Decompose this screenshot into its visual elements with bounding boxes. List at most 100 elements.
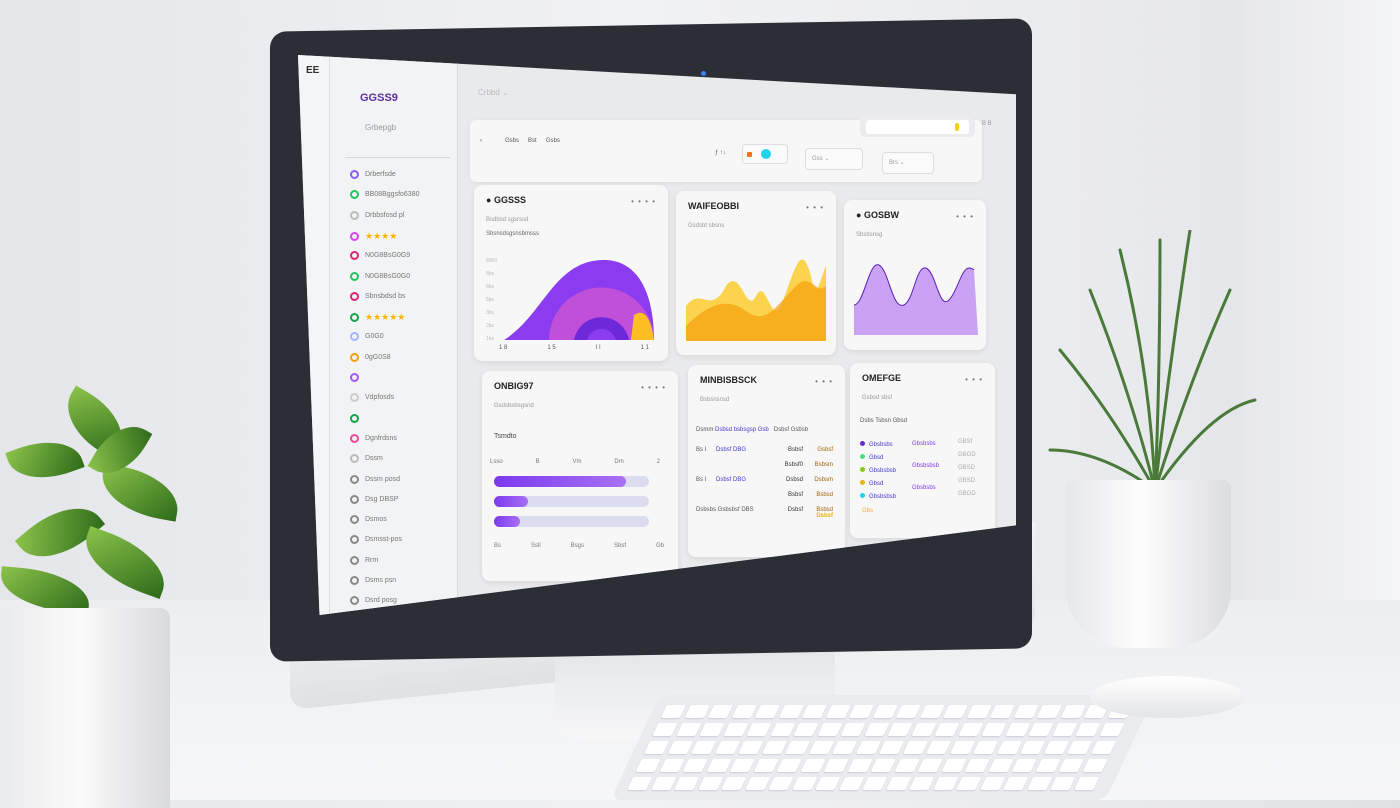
keyboard-key [761,741,787,754]
sidebar-item-icon [350,210,359,220]
sidebar-item[interactable]: ★★★★★ [350,312,405,323]
list-item-label: Gbsbsbsb [869,468,897,474]
sidebar-item[interactable] [350,413,365,423]
color-picker[interactable] [742,144,788,164]
sidebar-item-icon [350,313,359,323]
more-icon[interactable]: • • • • [641,383,666,392]
list-item: Gbsbsbs [912,485,936,491]
y-tick-label: 6bs [486,284,495,290]
keyboard-key [1019,741,1046,754]
sidebar-item[interactable]: Dsms psn [350,576,396,585]
sidebar-item-label: BB08Bggsfo6380 [365,191,420,199]
keyboard-key [684,705,710,718]
y-tick-label: 3bs [486,310,495,316]
keyboard-key [699,723,725,736]
sidebar-item[interactable]: N0G8BsG0G0 [350,271,410,281]
sort-button[interactable]: ƒ ↑↓ [715,150,727,156]
table-cell: Bsbsm [814,462,833,468]
filter-select-1[interactable]: Gss ⌄ [805,148,863,170]
search-input[interactable] [860,117,975,137]
user-menu[interactable]: B B [982,121,992,127]
card-subtitle: Gsdsbsbsgsnd [494,403,534,409]
keyboard-key [825,705,851,718]
card-subtitle: Sbsbsnsg [856,232,883,238]
x-tick-label: 1 5 [547,345,556,351]
keyboard-key [635,759,661,772]
sidebar-item-icon [350,494,359,504]
keyboard-key [870,759,896,772]
sidebar-item[interactable]: Sbnsbdsd bs [350,291,405,301]
sidebar-item[interactable]: ★★★★ [350,231,397,242]
list-bullet-icon [860,467,865,472]
sidebar-item[interactable]: Drbbsfosd pl [350,210,404,220]
sidebar-item[interactable] [350,373,365,382]
sidebar-item[interactable]: Dssm posd [350,474,401,484]
filter-select-2[interactable]: Brs ⌄ [882,152,934,174]
keyboard-key [667,741,693,754]
keyboard-key [1082,759,1108,772]
keyboard-key [919,705,945,718]
sidebar-item-label: Dsg DBSP [365,495,399,503]
sidebar-item-label: Dsrd posg [365,597,397,605]
sidebar-item[interactable]: Dsmsst-pos [350,535,402,545]
more-icon[interactable]: • • • [806,203,824,212]
mouse [1090,676,1245,718]
keyboard-key [848,705,874,718]
keyboard-key [981,723,1007,736]
table-cell: Dsbsd [785,477,803,483]
keyboard-key [1058,759,1084,772]
sidebar-item[interactable]: G0G0 [350,332,384,342]
list-item: Gbsbsbs [912,441,936,447]
page-title[interactable]: Crbbd ⌄ [478,88,509,97]
sidebar-item-icon [350,596,359,606]
sidebar-item-label: Dsms psn [365,577,397,584]
keyboard-key [1013,705,1039,718]
list-item-label: Gbsd [869,455,884,461]
keyboard-key [793,723,819,736]
y-tick-label: 1bs [486,336,495,342]
toolbar-item[interactable]: Bst [528,138,537,144]
more-icon[interactable]: • • • • [631,197,656,206]
table-cell: Gsbsf [817,447,833,453]
sidebar-item[interactable]: Rrm [350,555,378,565]
more-icon[interactable]: • • • [815,377,833,386]
sidebar-item[interactable]: Dssm [350,454,383,464]
toolbar-item[interactable]: Gsbs [546,138,561,144]
keyboard-key [941,759,967,772]
keyboard-key [714,741,740,754]
sidebar-item[interactable]: Vdpfosds [350,393,394,403]
divider [345,157,450,158]
keyboard-key [957,723,983,736]
sidebar-item[interactable]: Drberfsde [350,170,396,179]
list-bullet-icon [860,480,865,485]
keyboard-key [754,705,780,718]
sidebar-item[interactable]: Dsrd posg [350,596,397,606]
keyboard-key [979,777,1005,790]
sidebar-item-icon [350,190,359,200]
keyboard-key [1035,759,1061,772]
sidebar-item[interactable]: Dsg DBSP [350,494,399,504]
sidebar-item[interactable]: 0gG0S8 [350,352,391,362]
back-button[interactable]: ‹ [480,138,482,144]
sidebar-item-label: N0G8BsG0G9 [365,252,411,260]
keyboard-key [674,777,700,790]
sidebar-item[interactable]: Dsmos [350,515,387,525]
more-icon[interactable]: • • • [965,375,983,384]
list-item-label: Gbsbsbsb [869,494,897,500]
sidebar-item[interactable]: BB08Bggsfo6380 [350,190,420,200]
sidebar-item-label: Dssm posd [365,475,401,483]
keyboard-key [847,759,873,772]
keyboard [610,695,1155,800]
keyboard-key [650,777,676,790]
sidebar-item[interactable]: Dgnfrdsns [350,433,397,443]
sidebar-item-icon [350,291,359,301]
card-subtitle: Bsdbsd sgsrssd [486,217,529,223]
keyboard-key [697,777,723,790]
more-icon[interactable]: • • • [956,212,974,221]
sidebar-item-icon [350,373,359,382]
axis-label: Sbsf [613,543,626,549]
y-tick-label: 2bs [486,323,495,329]
toolbar-item[interactable]: Gsbs [505,138,520,144]
sidebar-item[interactable]: N0G8BsG0G9 [350,251,411,261]
keyboard-key [1098,723,1124,736]
